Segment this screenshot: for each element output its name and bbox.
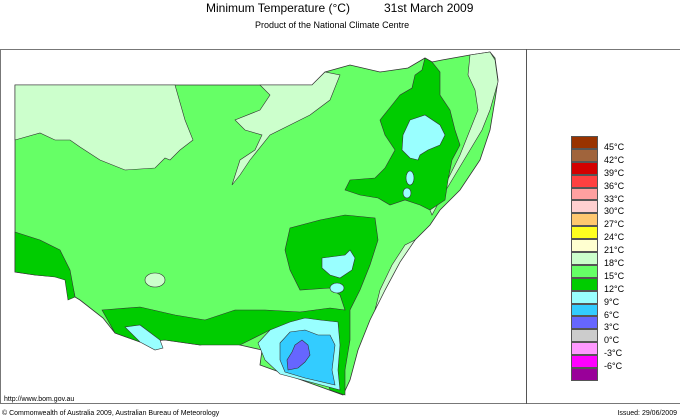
map-title: Minimum Temperature (°C): [206, 1, 350, 15]
legend-label: 27°C: [604, 219, 625, 230]
legend-swatch: [571, 342, 598, 356]
legend-label: 3°C: [604, 322, 620, 333]
legend-label: 21°C: [604, 245, 625, 256]
legend-label: 6°C: [604, 309, 620, 320]
legend-label: 9°C: [604, 296, 620, 307]
legend-label: 36°C: [604, 180, 625, 191]
legend-label: 12°C: [604, 283, 625, 294]
legend-swatch: [571, 277, 598, 291]
zone-9c-north-3: [402, 187, 412, 199]
zone-18c-nw: [14, 84, 194, 171]
legend-swatch: [571, 187, 598, 201]
issued-date: Issued: 29/06/2009: [617, 410, 677, 417]
legend-swatch: [571, 213, 598, 227]
legend-label: 45°C: [604, 142, 625, 152]
legend-swatch: [571, 226, 598, 240]
legend-swatch: [571, 303, 598, 317]
zone-12c-west: [14, 231, 76, 301]
legend-swatch: [571, 316, 598, 330]
zone-9c-north-2: [405, 170, 415, 186]
source-url: http://www.bom.gov.au: [4, 396, 75, 403]
legend-swatch: [571, 368, 598, 381]
legend-swatch: [571, 161, 598, 175]
zone-12c-north: [344, 57, 461, 211]
legend-swatch: [571, 200, 598, 214]
legend-swatch: [571, 290, 598, 304]
zone-9c-north: [401, 114, 446, 161]
map-frame: [0, 49, 680, 404]
zone-9c-central-2: [329, 282, 345, 294]
legend-label: 39°C: [604, 167, 625, 178]
map-subtitle: Product of the National Climate Centre: [255, 20, 410, 30]
legend-label: 33°C: [604, 193, 625, 204]
zone-18c-coast-s: [374, 239, 416, 311]
legend-label: -6°C: [604, 361, 623, 372]
temperature-map: [14, 51, 499, 396]
legend-swatch: [571, 239, 598, 253]
legend-label: 42°C: [604, 154, 625, 165]
zone-18c-north: [231, 71, 341, 186]
legend-label: 24°C: [604, 232, 625, 243]
map-date: 31st March 2009: [384, 1, 474, 15]
zone-12c-south: [101, 214, 379, 396]
zone-18c-coast-n: [429, 51, 499, 216]
legend-label: 0°C: [604, 335, 620, 346]
legend-label: 15°C: [604, 270, 625, 281]
legend-swatch: [571, 148, 598, 162]
legend-label: -3°C: [604, 348, 623, 359]
zone-9c-coast: [124, 324, 164, 351]
legend-swatch: [571, 264, 598, 278]
copyright: © Commonwealth of Australia 2009, Austra…: [2, 410, 220, 417]
legend-swatch: [571, 136, 598, 149]
legend-swatch: [571, 174, 598, 188]
legend-swatch: [571, 252, 598, 265]
zone-9c-central: [321, 249, 356, 279]
title-row: Minimum Temperature (°C) 31st March 2009: [0, 1, 680, 17]
legend-divider: [526, 49, 527, 404]
legend-swatch: [571, 329, 598, 343]
zone-18c-islet: [144, 272, 166, 288]
zone-3c-alpine: [286, 339, 311, 371]
legend-label: 18°C: [604, 258, 625, 269]
legend-label: 30°C: [604, 206, 625, 217]
legend-swatch: [571, 355, 598, 369]
